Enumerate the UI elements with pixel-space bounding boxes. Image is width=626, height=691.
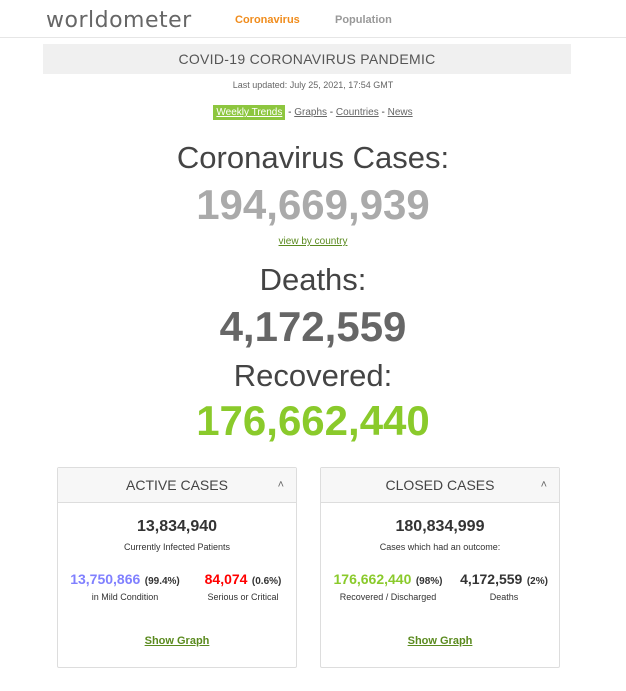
view-by-country-link[interactable]: view by country — [278, 236, 348, 247]
recovered-discharged-stat: 176,662,440 (98%) Recovered / Discharged — [325, 571, 451, 602]
section-links: Weekly Trends - Graphs - Countries - New… — [0, 105, 626, 120]
active-cases-total: 13,834,940 — [136, 518, 218, 535]
coronavirus-cases-count: 194,669,939 — [196, 181, 430, 228]
logo-text-b: meter — [123, 8, 192, 33]
weekly-trends-link[interactable]: Weekly Trends — [213, 105, 286, 120]
chevron-up-icon[interactable]: ˄ — [277, 479, 284, 491]
deaths-label: Deaths: — [259, 262, 367, 297]
mild-condition-percent: (99.4%) — [144, 576, 180, 587]
recovered-discharged-percent: (98%) — [415, 576, 443, 587]
recovered-discharged-count: 176,662,440 — [333, 571, 412, 587]
active-cases-title: ACTIVE CASES — [126, 477, 228, 493]
closed-cases-header[interactable]: CLOSED CASES ˄ — [321, 468, 559, 503]
active-show-graph-link[interactable]: Show Graph — [144, 635, 210, 647]
recovered-count: 176,662,440 — [196, 397, 430, 444]
chevron-up-icon[interactable]: ˄ — [540, 479, 547, 491]
mild-condition-label: in Mild Condition — [91, 592, 159, 602]
recovered-label: Recovered: — [233, 358, 393, 393]
link-separator: - — [327, 107, 336, 118]
closed-deaths-percent: (2%) — [526, 576, 548, 587]
critical-condition-stat: 84,074 (0.6%) Serious or Critical — [188, 571, 298, 602]
mild-condition-stat: 13,750,866 (99.4%) in Mild Condition — [66, 571, 184, 602]
closed-cases-panel: CLOSED CASES ˄ 180,834,999 Cases which h… — [320, 467, 560, 668]
active-cases-subtitle: Currently Infected Patients — [123, 542, 231, 552]
closed-deaths-stat: 4,172,559 (2%) Deaths — [451, 571, 557, 602]
closed-deaths-count: 4,172,559 — [460, 571, 523, 587]
closed-cases-total: 180,834,999 — [395, 518, 485, 535]
logo-text-a: worldo — [46, 8, 124, 33]
last-updated-text: Last updated: July 25, 2021, 17:54 GMT — [232, 80, 394, 90]
news-link[interactable]: News — [387, 107, 413, 118]
closed-cases-title: CLOSED CASES — [385, 477, 495, 493]
link-separator: - — [285, 107, 295, 118]
active-cases-header[interactable]: ACTIVE CASES ˄ — [58, 468, 296, 503]
critical-condition-percent: (0.6%) — [251, 576, 282, 587]
countries-link[interactable]: Countries — [335, 107, 379, 118]
recovered-discharged-label: Recovered / Discharged — [339, 592, 437, 602]
closed-cases-subtitle: Cases which had an outcome: — [379, 542, 501, 552]
active-cases-panel: ACTIVE CASES ˄ 13,834,940 Currently Infe… — [57, 467, 297, 668]
nav-coronavirus-link[interactable]: Coronavirus — [235, 14, 300, 26]
deaths-count: 4,172,559 — [219, 303, 407, 350]
page-title-banner: COVID-19 CORONAVIRUS PANDEMIC — [43, 44, 571, 74]
link-separator: - — [378, 107, 388, 118]
coronavirus-cases-label: Coronavirus Cases: — [176, 140, 450, 175]
closed-deaths-label: Deaths — [489, 592, 519, 602]
critical-condition-label: Serious or Critical — [207, 592, 279, 602]
critical-condition-count: 84,074 — [204, 571, 248, 587]
graphs-link[interactable]: Graphs — [294, 107, 328, 118]
closed-show-graph-link[interactable]: Show Graph — [407, 635, 473, 647]
top-navbar: worldometer Coronavirus Population — [0, 0, 626, 38]
nav-population-link[interactable]: Population — [335, 14, 392, 26]
mild-condition-count: 13,750,866 — [70, 571, 141, 587]
worldometer-logo[interactable]: worldometer — [46, 8, 192, 33]
